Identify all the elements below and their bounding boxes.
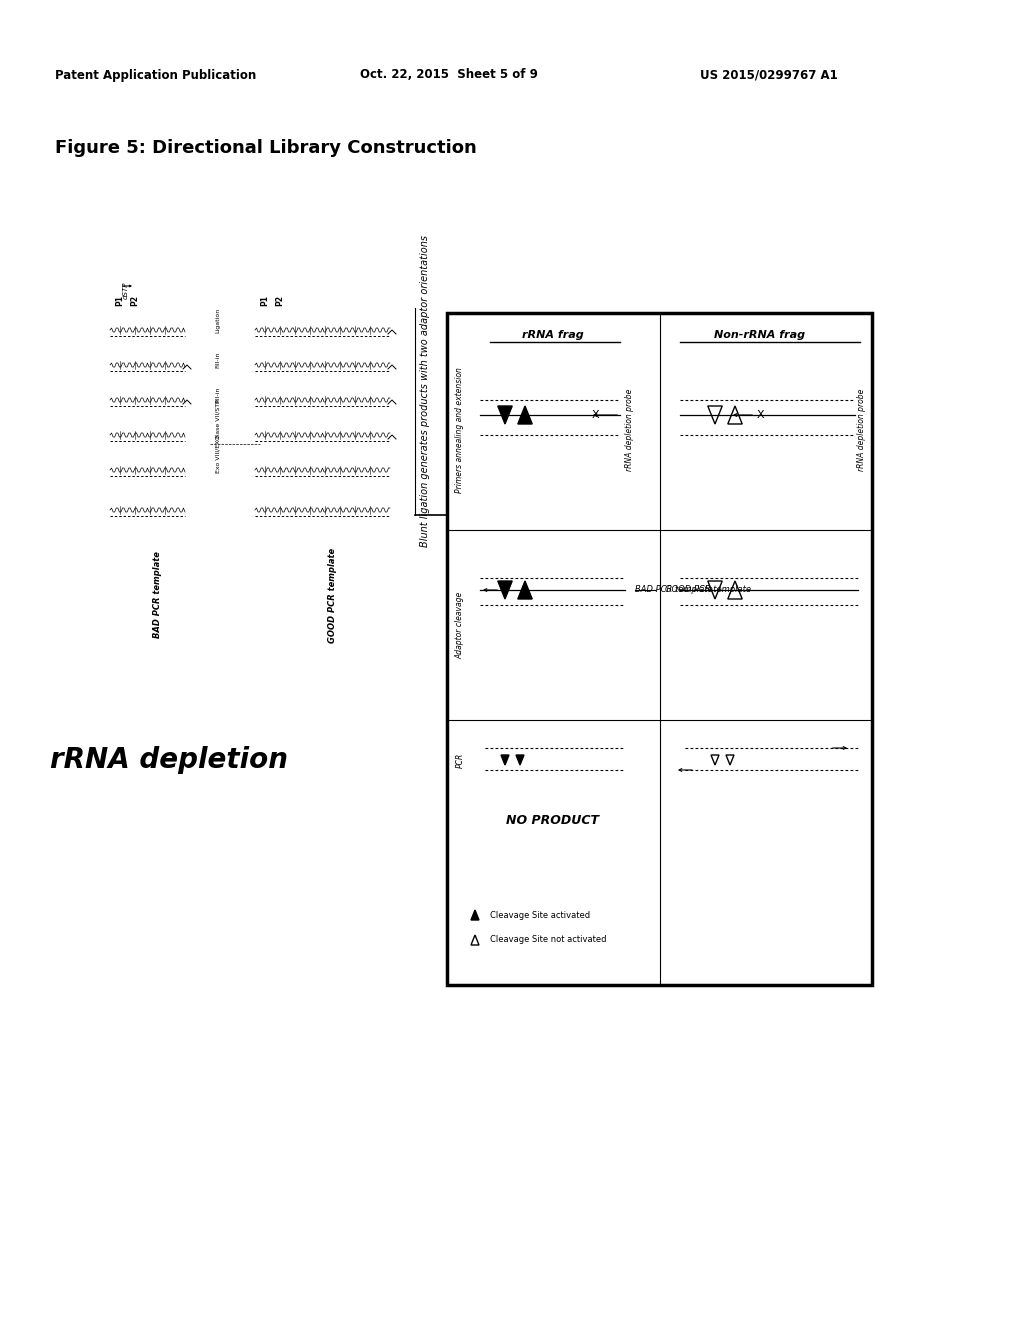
Polygon shape — [516, 755, 524, 766]
Text: GOOD PCR template: GOOD PCR template — [328, 548, 337, 643]
Polygon shape — [518, 581, 532, 599]
Text: Fill-in: Fill-in — [215, 387, 220, 403]
Polygon shape — [708, 581, 722, 599]
Text: P2: P2 — [275, 294, 285, 305]
Text: Primers annealing and extension: Primers annealing and extension — [456, 367, 465, 492]
Text: Figure 5: Directional Library Construction: Figure 5: Directional Library Constructi… — [55, 139, 477, 157]
Polygon shape — [471, 909, 479, 920]
Text: X: X — [591, 411, 599, 420]
Text: PCR: PCR — [456, 752, 465, 768]
Text: Non-rRNA frag: Non-rRNA frag — [715, 330, 806, 341]
Polygon shape — [471, 935, 479, 945]
Text: Blunt ligation generates products with two adaptor orientations: Blunt ligation generates products with t… — [420, 235, 430, 546]
Polygon shape — [518, 407, 532, 424]
Text: Cleavage Site activated: Cleavage Site activated — [490, 911, 590, 920]
Polygon shape — [498, 581, 512, 599]
Polygon shape — [728, 581, 742, 599]
Text: BAD PCR template: BAD PCR template — [635, 586, 713, 594]
Text: rRNA depletion probe: rRNA depletion probe — [857, 389, 866, 471]
Polygon shape — [501, 755, 509, 766]
Text: NO PRODUCT: NO PRODUCT — [507, 813, 599, 826]
Bar — [447, 313, 872, 985]
Text: GOOD PCR template: GOOD PCR template — [665, 586, 751, 594]
Text: P1: P1 — [116, 294, 125, 305]
Text: Ligation: Ligation — [215, 308, 220, 333]
Polygon shape — [728, 407, 742, 424]
Text: X: X — [756, 411, 764, 420]
Text: Oct. 22, 2015  Sheet 5 of 9: Oct. 22, 2015 Sheet 5 of 9 — [360, 69, 538, 82]
Text: Patent Application Publication: Patent Application Publication — [55, 69, 256, 82]
Text: Cleavage Site not activated: Cleavage Site not activated — [490, 936, 606, 945]
Text: rRNA depletion: rRNA depletion — [50, 746, 288, 774]
Text: Base VII/STP: Base VII/STP — [215, 399, 220, 438]
Polygon shape — [726, 755, 734, 766]
Text: Adaptor cleavage: Adaptor cleavage — [456, 591, 465, 659]
Text: US 2015/0299767 A1: US 2015/0299767 A1 — [700, 69, 838, 82]
Text: P1: P1 — [260, 294, 269, 305]
Text: P2: P2 — [130, 294, 139, 305]
Text: rRNA frag: rRNA frag — [522, 330, 584, 341]
Text: BAD PCR template: BAD PCR template — [153, 552, 162, 639]
Text: rRNA depletion probe: rRNA depletion probe — [626, 389, 635, 471]
Polygon shape — [711, 755, 719, 766]
Text: dSTP: dSTP — [123, 281, 129, 298]
Polygon shape — [708, 407, 722, 424]
Text: Fill-in: Fill-in — [215, 351, 220, 368]
Text: Exo VIII/EXO: Exo VIII/EXO — [215, 436, 220, 473]
Polygon shape — [498, 407, 512, 424]
